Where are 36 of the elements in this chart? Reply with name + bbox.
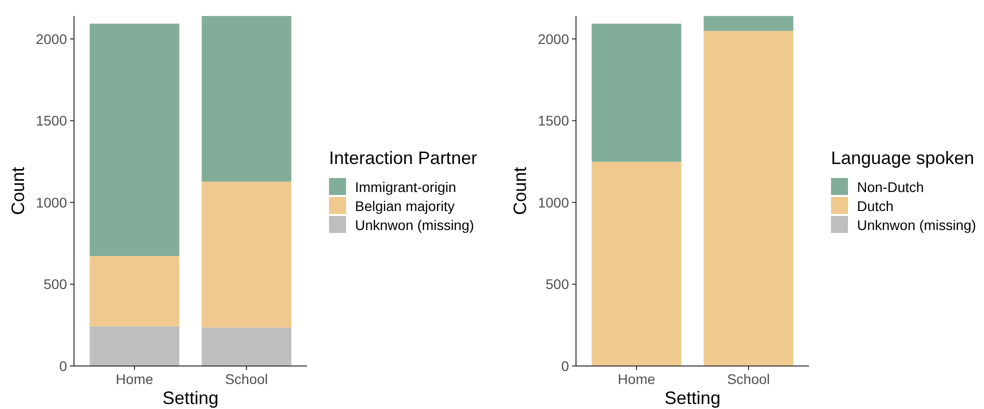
bar (704, 30, 794, 366)
y-tick-label: 0 (561, 358, 570, 374)
y-tick-label: 1000 (538, 194, 570, 210)
y-tick-label: 500 (44, 276, 68, 292)
x-axis-title: Setting (664, 388, 721, 408)
x-tick-label: School (225, 371, 268, 387)
bar (90, 24, 180, 256)
legend-title: Interaction Partner (329, 148, 478, 168)
bar (592, 162, 682, 366)
bar (90, 256, 180, 326)
legend-label: Unknwon (missing) (857, 216, 976, 233)
x-tick-label: Home (618, 371, 656, 387)
legend-label: Dutch (857, 198, 894, 214)
bar (592, 24, 682, 162)
bar (202, 16, 292, 182)
x-axis-title: Setting (162, 388, 219, 408)
legend-label: Immigrant-origin (355, 178, 456, 195)
y-tick-label: 2000 (36, 30, 68, 47)
y-tick-label: 1500 (36, 112, 68, 129)
legend-title: Language spoken (831, 148, 974, 168)
bar (90, 326, 180, 366)
bar (202, 182, 292, 328)
y-tick-label: 500 (546, 276, 570, 292)
bar (202, 328, 292, 366)
legend-label: Unknwon (missing) (355, 216, 474, 233)
legend-label: Belgian majority (355, 198, 455, 214)
y-tick-label: 0 (59, 358, 68, 374)
y-axis-title: Count (510, 166, 530, 216)
y-axis-title: Count (8, 166, 28, 216)
legend-label: Non-Dutch (857, 178, 924, 195)
x-tick-label: School (727, 371, 770, 387)
y-tick-label: 2000 (538, 30, 570, 47)
y-tick-label: 1000 (36, 194, 68, 210)
y-tick-label: 1500 (538, 112, 570, 129)
bar (704, 16, 794, 31)
x-tick-label: Home (116, 371, 154, 387)
